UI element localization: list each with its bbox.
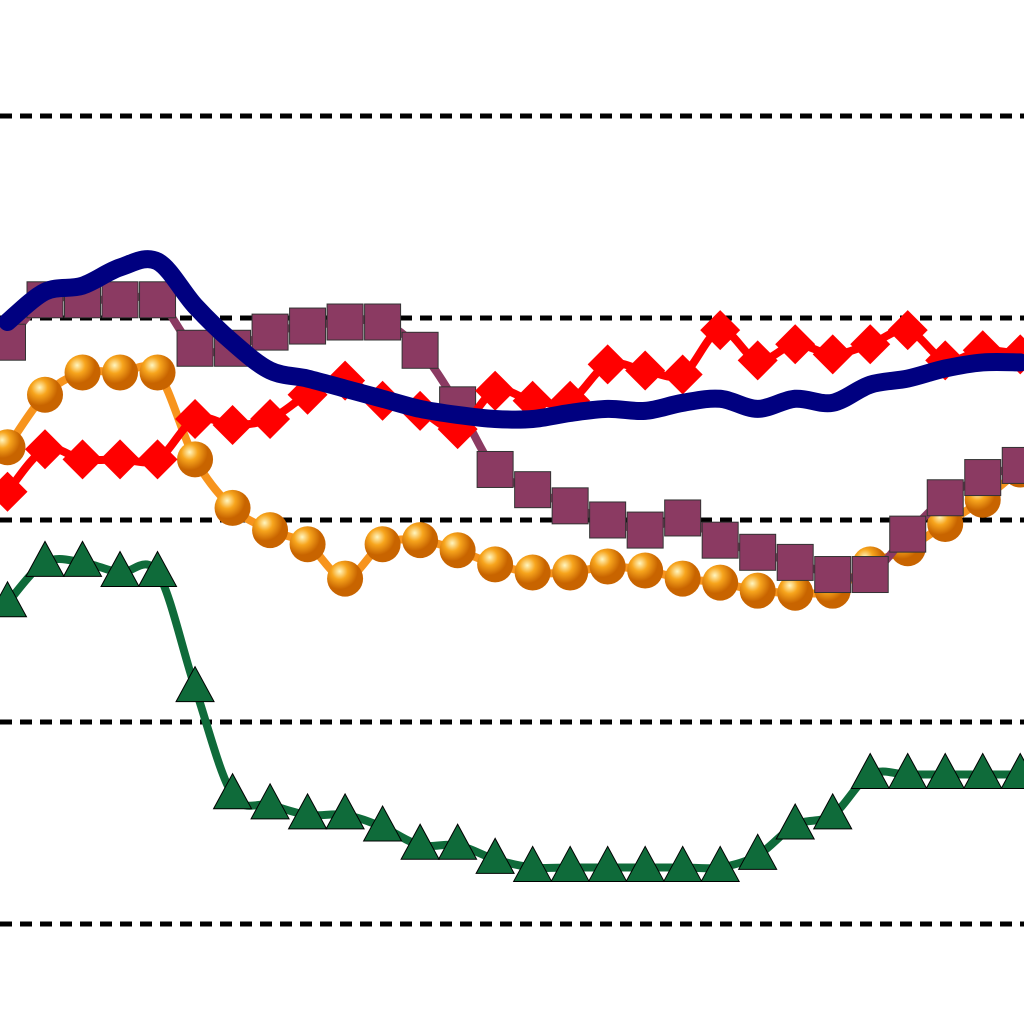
marker — [627, 552, 664, 589]
marker — [737, 340, 778, 381]
marker — [364, 526, 401, 563]
marker — [212, 405, 253, 446]
marker — [664, 560, 701, 597]
marker — [364, 303, 402, 341]
marker — [739, 533, 777, 571]
marker — [662, 354, 703, 395]
marker — [475, 370, 516, 411]
marker — [327, 560, 364, 597]
marker — [0, 471, 28, 512]
marker — [250, 398, 291, 439]
marker — [287, 792, 328, 830]
marker — [551, 487, 589, 525]
marker — [362, 804, 403, 842]
marker — [101, 281, 139, 319]
marker — [401, 331, 439, 369]
marker — [925, 752, 966, 790]
marker — [926, 479, 964, 517]
marker — [552, 554, 589, 591]
marker — [587, 344, 628, 385]
marker — [437, 823, 478, 860]
marker — [775, 802, 816, 840]
marker — [1000, 752, 1024, 790]
marker — [175, 398, 216, 439]
marker — [514, 471, 552, 509]
marker — [775, 324, 816, 365]
marker — [326, 303, 364, 341]
marker — [100, 439, 141, 480]
marker — [0, 580, 28, 618]
marker — [812, 334, 853, 375]
marker — [214, 489, 251, 526]
marker — [889, 515, 927, 553]
marker — [776, 543, 814, 581]
marker — [176, 329, 214, 367]
marker — [477, 546, 514, 583]
marker — [625, 845, 665, 882]
marker — [475, 837, 515, 874]
marker — [887, 752, 928, 790]
marker — [27, 376, 64, 413]
marker — [251, 313, 289, 351]
marker — [476, 450, 514, 488]
marker — [252, 512, 289, 549]
marker — [664, 499, 702, 537]
marker — [625, 350, 666, 391]
marker — [964, 459, 1002, 497]
marker — [887, 310, 928, 351]
marker — [0, 429, 26, 466]
marker — [550, 845, 590, 882]
marker — [177, 441, 214, 478]
marker — [400, 823, 440, 860]
marker — [402, 522, 439, 559]
marker — [737, 833, 778, 870]
marker — [587, 845, 628, 882]
marker — [514, 554, 551, 591]
marker — [62, 439, 103, 480]
marker — [62, 540, 103, 577]
marker — [850, 324, 891, 365]
marker — [700, 310, 741, 351]
marker — [289, 307, 327, 345]
marker — [250, 782, 290, 820]
marker — [589, 501, 627, 539]
marker — [589, 548, 626, 585]
marker — [700, 845, 741, 882]
marker — [137, 550, 178, 588]
marker — [175, 665, 215, 703]
series-line — [3, 555, 1024, 873]
marker — [777, 574, 814, 611]
marker — [212, 772, 253, 810]
marker — [812, 792, 853, 830]
marker — [851, 556, 889, 594]
marker — [662, 845, 703, 882]
marker — [739, 572, 776, 609]
series-line — [0, 250, 1024, 429]
marker — [25, 429, 66, 470]
marker — [139, 354, 176, 391]
marker — [139, 281, 177, 319]
marker — [701, 521, 739, 559]
marker — [64, 354, 101, 391]
marker — [100, 550, 140, 588]
marker — [962, 752, 1003, 790]
series-line — [3, 325, 1024, 496]
marker — [626, 511, 664, 549]
marker — [102, 354, 139, 391]
marker — [439, 532, 476, 569]
marker — [137, 439, 178, 480]
marker — [289, 526, 326, 563]
marker — [814, 556, 852, 594]
marker — [25, 540, 65, 577]
marker — [850, 752, 891, 790]
marker — [702, 564, 739, 601]
marker — [512, 845, 553, 882]
marker — [325, 792, 365, 830]
marker — [1001, 446, 1024, 484]
